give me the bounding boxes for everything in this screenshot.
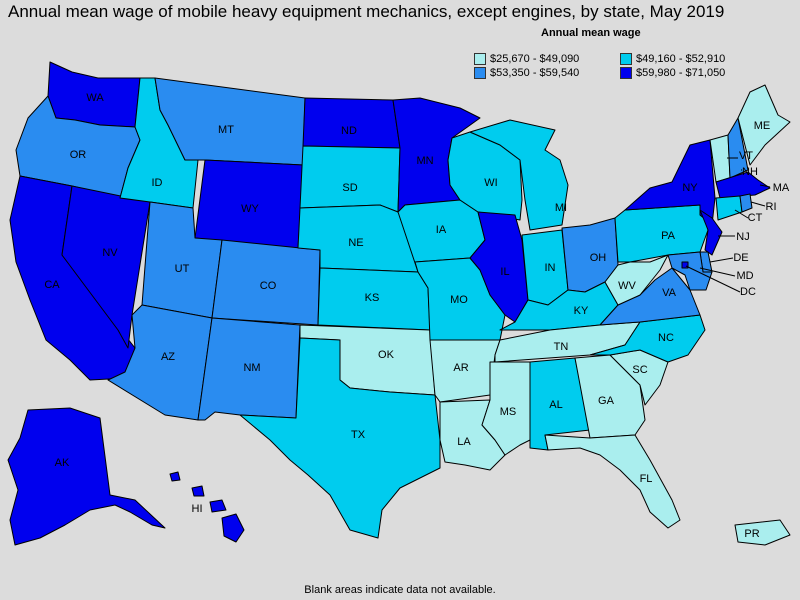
legend-title: Annual mean wage (541, 27, 641, 39)
label-oh: OH (590, 252, 607, 264)
legend-label-3: $53,350 - $59,540 (490, 67, 580, 79)
label-ne: NE (348, 237, 363, 249)
label-sd: SD (342, 182, 357, 194)
label-tx: TX (351, 429, 366, 441)
state-hi[interactable] (221, 513, 245, 543)
legend-swatch-2 (620, 53, 632, 65)
label-ga: GA (598, 395, 615, 407)
state-nj[interactable] (699, 209, 723, 256)
state-dc[interactable] (681, 261, 689, 269)
label-pa: PA (661, 230, 676, 242)
label-vt: VT (739, 150, 753, 162)
state-hi-maui[interactable] (209, 499, 227, 513)
label-la: LA (457, 436, 471, 448)
label-ms: MS (500, 406, 517, 418)
state-fl[interactable] (544, 434, 681, 529)
state-md[interactable] (667, 251, 713, 291)
label-de: DE (733, 252, 748, 264)
leader-ct (734, 209, 749, 219)
label-ct: CT (748, 212, 763, 224)
label-sc: SC (632, 364, 647, 376)
state-nm[interactable] (197, 317, 301, 421)
label-nm: NM (243, 362, 260, 374)
state-mi[interactable] (469, 119, 569, 231)
label-md: MD (736, 270, 753, 282)
label-in: IN (545, 262, 556, 274)
legend-item-2: $49,160 - $52,910 (620, 53, 725, 65)
state-hi-islands (169, 471, 245, 543)
label-me: ME (754, 120, 771, 132)
label-dc: DC (740, 286, 756, 298)
label-wa: WA (86, 92, 104, 104)
label-pr: PR (744, 528, 759, 540)
label-mt: MT (218, 124, 234, 136)
map-title: Annual mean wage of mobile heavy equipme… (8, 2, 725, 21)
label-ak: AK (55, 457, 70, 469)
label-ma: MA (773, 182, 790, 194)
label-id: ID (152, 177, 163, 189)
label-or: OR (70, 149, 87, 161)
state-nd[interactable] (302, 97, 401, 149)
label-ks: KS (365, 292, 380, 304)
state-nc[interactable] (589, 314, 706, 363)
state-tx[interactable] (239, 337, 441, 539)
label-nv: NV (102, 247, 118, 259)
state-hi-oahu[interactable] (191, 485, 205, 497)
label-ca: CA (44, 279, 60, 291)
state-labels: WA OR CA NV ID MT WY UT CO AZ NM ND SD N… (44, 92, 790, 540)
label-co: CO (260, 280, 277, 292)
legend-label-4: $59,980 - $71,050 (636, 67, 726, 79)
label-mn: MN (416, 155, 433, 167)
legend-swatch-1 (474, 53, 486, 65)
state-ak[interactable] (7, 407, 166, 546)
legend-item-4: $59,980 - $71,050 (620, 67, 725, 79)
state-sd[interactable] (299, 145, 401, 213)
state-ri[interactable] (739, 193, 753, 213)
label-il: IL (500, 266, 509, 278)
label-tn: TN (554, 341, 569, 353)
state-ct[interactable] (715, 195, 743, 221)
label-va: VA (662, 287, 677, 299)
leader-ri (750, 201, 766, 207)
leader-ma (759, 184, 771, 188)
legend-label-1: $25,670 - $49,090 (490, 53, 580, 65)
label-leader-lines (685, 157, 771, 293)
label-wi: WI (484, 177, 497, 189)
label-ok: OK (378, 349, 395, 361)
legend-swatch-3 (474, 67, 486, 79)
label-ar: AR (453, 362, 468, 374)
footnote: Blank areas indicate data not available. (304, 584, 496, 596)
state-pr[interactable] (734, 519, 791, 546)
label-ny: NY (682, 182, 698, 194)
label-nh: NH (742, 166, 758, 178)
state-me[interactable] (737, 84, 791, 166)
state-hi-kauai[interactable] (169, 471, 181, 482)
label-mi: MI (555, 202, 567, 214)
label-ia: IA (436, 224, 447, 236)
label-wy: WY (241, 203, 259, 215)
label-mo: MO (450, 294, 468, 306)
legend-label-2: $49,160 - $52,910 (636, 53, 726, 65)
label-nc: NC (658, 332, 674, 344)
state-il[interactable] (469, 211, 529, 323)
label-al: AL (549, 399, 562, 411)
label-wv: WV (618, 280, 636, 292)
label-ri: RI (766, 201, 777, 213)
label-fl: FL (640, 473, 653, 485)
legend-item-1: $25,670 - $49,090 (474, 53, 579, 65)
label-nd: ND (341, 125, 357, 137)
leader-dc (685, 265, 741, 293)
label-hi: HI (192, 503, 203, 515)
state-nh[interactable] (727, 117, 749, 179)
leader-de (709, 257, 734, 263)
label-ut: UT (175, 263, 190, 275)
label-ky: KY (574, 305, 589, 317)
legend-item-3: $53,350 - $59,540 (474, 67, 579, 79)
leader-md (699, 267, 736, 277)
label-az: AZ (161, 351, 175, 363)
label-nj: NJ (736, 231, 749, 243)
legend-swatch-4 (620, 67, 632, 79)
